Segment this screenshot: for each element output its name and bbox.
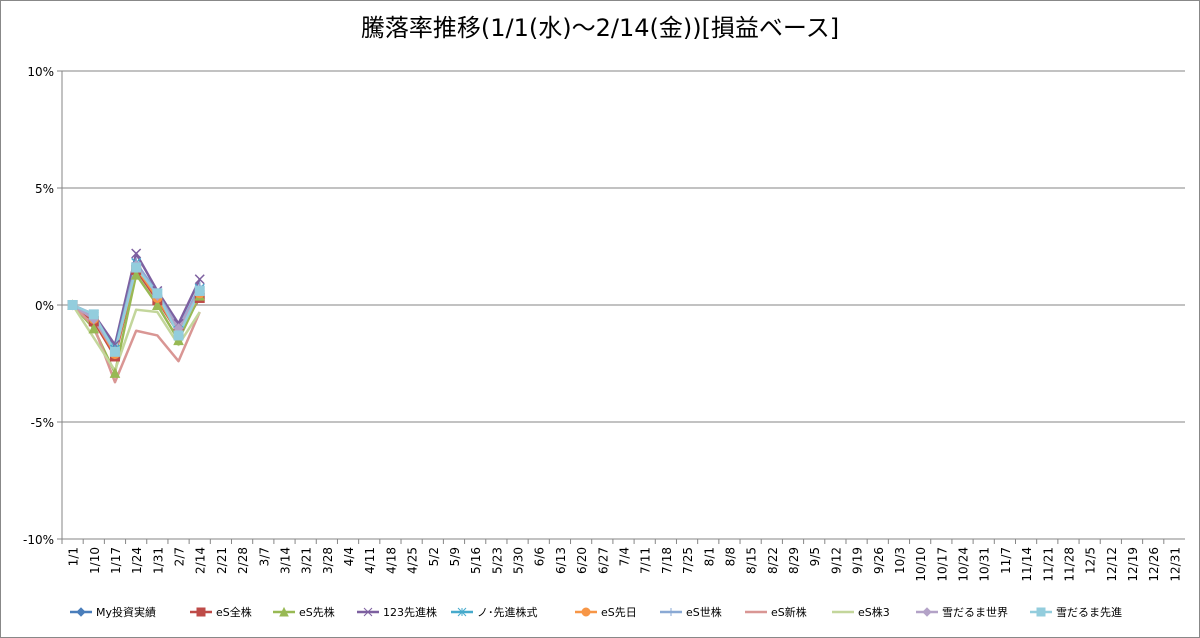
x-tick-label: 3/7	[257, 547, 271, 566]
x-tick-label: 2/28	[236, 547, 250, 574]
x-tick-label: 5/2	[427, 547, 441, 566]
legend-label: eS株3	[858, 605, 890, 619]
legend-marker	[363, 607, 373, 617]
legend-label: My投資実績	[96, 605, 156, 619]
x-tick-label: 8/15	[745, 547, 759, 574]
marker	[194, 285, 205, 296]
x-tick-label: 9/19	[851, 547, 865, 574]
x-tick-label: 10/17	[935, 547, 949, 582]
x-tick-label: 7/4	[618, 547, 632, 566]
y-tick-label: -10%	[23, 533, 54, 547]
marker	[173, 330, 184, 341]
legend-label: ノ･先進株式	[477, 605, 538, 619]
x-tick-label: 6/27	[596, 547, 610, 574]
marker	[194, 274, 205, 285]
x-tick-label: 10/3	[893, 547, 907, 574]
x-tick-label: 3/21	[300, 547, 314, 574]
marker	[152, 288, 163, 299]
legend-marker	[581, 607, 591, 617]
legend-label: eS世株	[686, 605, 722, 619]
y-tick-label: -5%	[31, 416, 54, 430]
x-tick-label: 9/5	[808, 547, 822, 566]
legend-marker	[1036, 607, 1046, 617]
marker	[109, 346, 120, 357]
x-tick-label: 4/11	[363, 547, 377, 574]
legend-label: eS全株	[216, 605, 252, 619]
marker	[152, 299, 163, 310]
x-tick-label: 3/28	[321, 547, 335, 574]
x-tick-label: 12/31	[1168, 547, 1182, 582]
x-tick-label: 7/25	[681, 547, 695, 574]
x-tick-label: 12/26	[1147, 547, 1161, 582]
chart-title: 騰落率推移(1/1(水)～2/14(金))[損益ベース]	[361, 14, 839, 42]
legend-marker	[76, 607, 86, 617]
x-tick-label: 3/14	[278, 547, 292, 574]
legend-marker	[196, 607, 206, 617]
x-tick-label: 9/26	[872, 547, 886, 574]
legend-label: 123先進株	[383, 605, 437, 619]
legend-marker	[667, 608, 675, 616]
x-tick-label: 10/24	[957, 547, 971, 582]
legend-label: 雪だるま世界	[942, 606, 1008, 619]
marker	[88, 309, 99, 320]
x-tick-label: 5/16	[469, 547, 483, 574]
x-tick-label: 12/5	[1084, 547, 1098, 574]
marker	[67, 300, 78, 310]
legend-label: eS先日	[601, 606, 637, 619]
x-tick-label: 9/12	[829, 547, 843, 574]
x-tick-label: 8/1	[702, 547, 716, 566]
x-tick-label: 5/30	[512, 547, 526, 574]
x-tick-label: 7/18	[660, 547, 674, 574]
marker	[88, 322, 100, 334]
x-tick-label: 8/22	[766, 547, 780, 574]
x-tick-label: 10/31	[978, 547, 992, 582]
x-tick-label: 12/19	[1126, 547, 1140, 582]
x-tick-label: 11/21	[1041, 547, 1055, 582]
x-tick-label: 11/14	[1020, 547, 1034, 582]
x-tick-label: 6/20	[575, 547, 589, 574]
legend-label: 雪だるま先進	[1056, 606, 1122, 619]
x-tick-label: 1/17	[109, 547, 123, 574]
x-tick-label: 2/14	[194, 547, 208, 574]
legend-marker	[922, 607, 932, 617]
marker	[109, 367, 121, 378]
x-tick-label: 11/7	[999, 547, 1013, 574]
legend-marker	[457, 607, 467, 617]
x-tick-label: 5/23	[490, 547, 504, 574]
x-tick-label: 4/25	[406, 547, 420, 574]
marker	[131, 262, 142, 273]
x-tick-label: 10/10	[914, 547, 928, 582]
legend-label: eS先株	[299, 605, 335, 619]
marker	[130, 268, 142, 280]
x-tick-label: 4/4	[342, 547, 356, 566]
x-tick-label: 4/18	[384, 547, 398, 574]
x-tick-label: 7/11	[639, 547, 653, 574]
legend-marker	[279, 606, 289, 617]
x-tick-label: 11/28	[1062, 547, 1076, 582]
x-tick-label: 5/9	[448, 547, 462, 566]
legend-label: eS新株	[771, 605, 807, 619]
y-tick-label: 5%	[35, 182, 54, 196]
x-tick-label: 1/1	[67, 547, 81, 566]
x-tick-label: 8/8	[723, 547, 737, 566]
x-tick-label: 1/31	[151, 547, 165, 574]
x-tick-label: 8/29	[787, 547, 801, 574]
marker	[131, 248, 142, 259]
x-tick-label: 6/6	[533, 547, 547, 566]
x-tick-label: 12/12	[1105, 547, 1119, 582]
x-tick-label: 6/13	[554, 547, 568, 574]
x-tick-label: 1/10	[88, 547, 102, 574]
x-tick-label: 2/7	[173, 547, 187, 566]
x-tick-label: 1/24	[130, 547, 144, 574]
y-tick-label: 10%	[27, 65, 54, 79]
y-tick-label: 0%	[35, 299, 54, 313]
x-tick-label: 2/21	[215, 547, 229, 574]
